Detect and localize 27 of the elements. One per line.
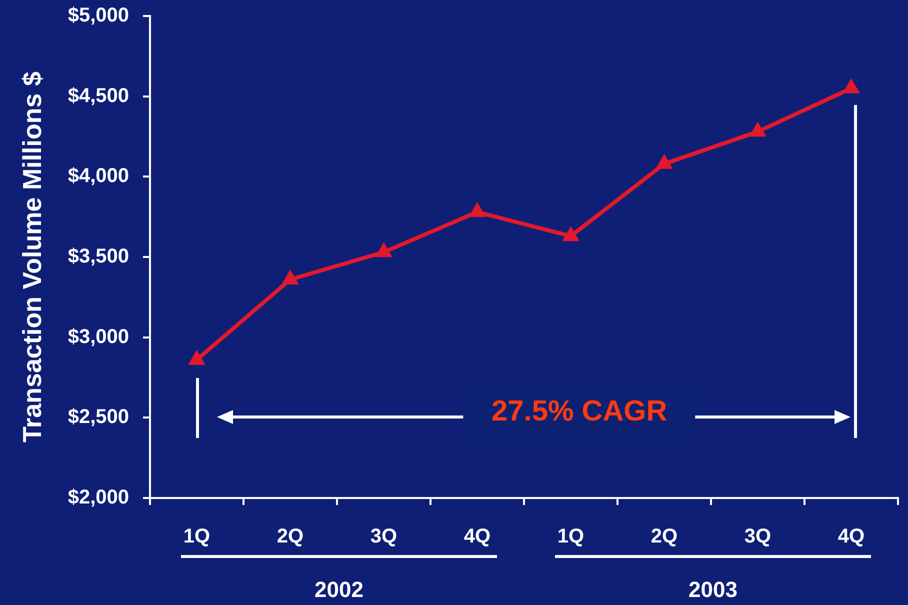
x-tick-label: 3Q [370, 526, 398, 548]
y-tick-label: $4,000 [68, 165, 129, 188]
point [468, 202, 486, 218]
point [375, 242, 392, 258]
y-tick-label: $2,500 [68, 406, 129, 428]
x-tick-label: 2Q [650, 526, 678, 548]
y-axis-title: Transaction Volume Millions $ [16, 71, 47, 442]
y-tick-label: $3,500 [68, 246, 129, 268]
x-tick-label: 1Q [557, 526, 584, 548]
text: 2002 [314, 577, 364, 602]
x-tick-label: 4Q [464, 526, 491, 548]
x-tick-label: 3Q [744, 526, 772, 548]
point [842, 78, 860, 94]
x-tick-label: 1Q [183, 526, 210, 548]
y-tick-label: $5,000 [68, 4, 129, 27]
y-tick-label: $2,000 [68, 486, 129, 509]
point [282, 270, 299, 284]
point [749, 122, 766, 137]
point [562, 226, 580, 242]
x-tick-label: 4Q [838, 526, 865, 548]
y-tick-label: $3,000 [68, 326, 129, 348]
point [656, 154, 673, 169]
annotation: 27.5% CAGR [464, 386, 696, 438]
x-tick-label: 2Q [276, 526, 304, 548]
y-tick-label: $4,500 [68, 84, 129, 107]
text: 2003 [688, 577, 738, 602]
point [188, 350, 206, 365]
